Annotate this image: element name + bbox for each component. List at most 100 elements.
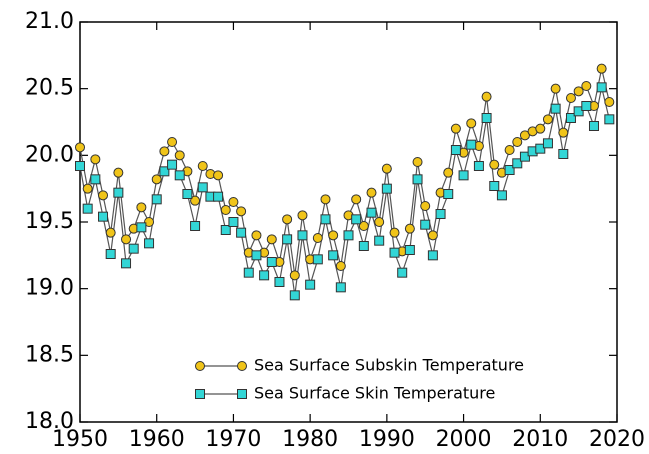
data-point bbox=[236, 227, 247, 238]
data-point bbox=[113, 187, 124, 198]
data-point bbox=[519, 130, 530, 141]
data-point bbox=[466, 118, 477, 129]
data-point bbox=[328, 230, 339, 241]
data-point bbox=[190, 195, 201, 206]
data-point bbox=[320, 214, 331, 225]
data-point bbox=[259, 270, 270, 281]
data-point bbox=[358, 221, 369, 231]
x-tick-label: 1990 bbox=[359, 427, 415, 452]
data-point bbox=[144, 238, 155, 249]
data-point bbox=[542, 138, 553, 149]
data-point bbox=[82, 183, 93, 194]
data-point bbox=[251, 230, 262, 241]
data-point bbox=[443, 167, 454, 178]
y-tick-label: 19.5 bbox=[25, 209, 74, 234]
series-line bbox=[79, 68, 610, 276]
data-point bbox=[366, 207, 377, 218]
data-point bbox=[550, 103, 561, 114]
data-point bbox=[174, 170, 185, 181]
data-point bbox=[167, 159, 178, 170]
data-point bbox=[136, 202, 147, 213]
data-point bbox=[427, 230, 438, 241]
data-point bbox=[573, 86, 584, 97]
data-point bbox=[151, 194, 162, 205]
data-point bbox=[289, 290, 300, 301]
data-point bbox=[542, 114, 553, 125]
data-point bbox=[220, 225, 231, 235]
legend-marker bbox=[195, 361, 205, 371]
data-point bbox=[228, 197, 239, 207]
x-tick-label: 1980 bbox=[282, 427, 338, 452]
data-point bbox=[105, 249, 116, 259]
data-point bbox=[558, 127, 569, 138]
data-point bbox=[105, 227, 116, 238]
data-point bbox=[473, 161, 484, 171]
data-point bbox=[450, 145, 461, 155]
data-point bbox=[282, 214, 293, 225]
data-point bbox=[236, 206, 247, 217]
data-point bbox=[435, 209, 446, 219]
data-point bbox=[167, 137, 178, 147]
data-point bbox=[228, 217, 239, 227]
data-point bbox=[213, 170, 224, 181]
data-point bbox=[197, 182, 208, 193]
data-point bbox=[420, 219, 431, 230]
y-tick-label: 18.0 bbox=[25, 409, 74, 434]
data-point bbox=[397, 267, 408, 278]
data-point bbox=[389, 247, 400, 258]
data-point bbox=[243, 267, 254, 278]
x-tick-label: 1950 bbox=[52, 427, 108, 452]
data-point bbox=[312, 254, 323, 265]
y-tick-label: 18.5 bbox=[25, 342, 74, 367]
y-tick-label: 20.0 bbox=[25, 142, 74, 167]
data-point bbox=[351, 194, 362, 205]
data-point bbox=[374, 217, 385, 227]
data-point bbox=[374, 235, 385, 246]
x-tick-label: 2020 bbox=[589, 427, 645, 452]
data-point bbox=[144, 217, 155, 227]
data-point bbox=[420, 201, 431, 211]
data-point bbox=[190, 221, 201, 231]
data-point bbox=[381, 183, 392, 194]
data-point bbox=[427, 250, 438, 261]
data-point bbox=[159, 146, 170, 157]
data-point bbox=[75, 142, 85, 153]
data-point bbox=[450, 123, 461, 134]
data-point bbox=[535, 143, 546, 154]
x-tick-label: 1970 bbox=[205, 427, 261, 452]
data-point bbox=[312, 233, 323, 243]
data-point bbox=[550, 83, 561, 94]
data-point bbox=[481, 91, 492, 102]
data-point bbox=[588, 121, 599, 131]
data-point bbox=[98, 211, 109, 222]
data-point bbox=[282, 234, 293, 245]
data-point bbox=[404, 245, 415, 255]
data-point bbox=[75, 161, 85, 171]
data-point bbox=[251, 250, 262, 261]
data-point bbox=[558, 149, 569, 159]
data-point bbox=[504, 165, 515, 175]
data-point bbox=[496, 190, 507, 201]
data-point bbox=[113, 167, 124, 178]
data-point bbox=[136, 222, 147, 233]
data-point bbox=[489, 181, 500, 191]
legend-marker bbox=[237, 361, 247, 371]
data-point bbox=[412, 174, 423, 185]
legend-label: Sea Surface Skin Temperature bbox=[254, 384, 495, 403]
data-point bbox=[351, 214, 362, 225]
data-point bbox=[328, 250, 339, 261]
data-point bbox=[297, 230, 308, 241]
data-point bbox=[504, 145, 515, 155]
data-point bbox=[305, 279, 316, 290]
y-tick-label: 19.0 bbox=[25, 276, 74, 301]
data-point bbox=[128, 243, 139, 254]
data-point bbox=[174, 150, 185, 161]
data-point bbox=[266, 257, 277, 267]
data-point bbox=[565, 93, 576, 103]
data-point bbox=[297, 210, 308, 221]
data-point bbox=[335, 282, 346, 293]
data-point bbox=[90, 154, 101, 165]
data-point bbox=[274, 277, 285, 287]
data-point bbox=[466, 139, 477, 150]
data-point bbox=[151, 174, 162, 185]
